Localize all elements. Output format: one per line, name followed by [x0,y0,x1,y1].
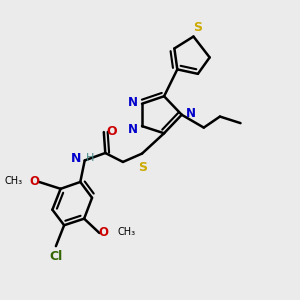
Text: N: N [128,123,138,136]
Text: O: O [30,175,40,188]
Text: S: S [194,20,202,34]
Text: N: N [71,152,81,165]
Text: O: O [99,226,109,239]
Text: N: N [186,107,196,120]
Text: O: O [107,125,117,138]
Text: CH₃: CH₃ [4,176,22,186]
Text: H: H [86,153,94,163]
Text: S: S [138,161,147,174]
Text: N: N [128,96,138,109]
Text: CH₃: CH₃ [117,227,135,237]
Text: Cl: Cl [49,250,62,263]
